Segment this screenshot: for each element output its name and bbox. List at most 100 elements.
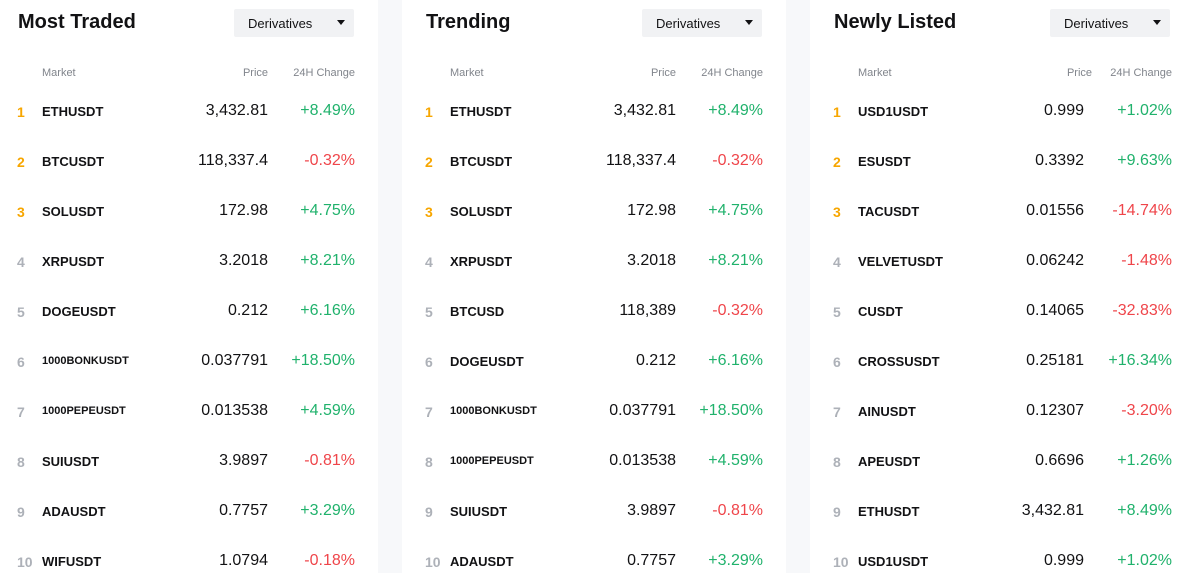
column-price: Price	[650, 67, 676, 79]
rank-number: 5	[833, 304, 841, 320]
market-symbol[interactable]: BTCUSD	[450, 304, 505, 319]
market-row[interactable]: 2 BTCUSDT 118,337.4 -0.32%	[0, 136, 378, 186]
change-24h: +4.59%	[300, 402, 355, 419]
last-price: 0.14065	[1026, 302, 1084, 319]
market-row[interactable]: 2 ESUSDT 0.3392 +9.63%	[810, 136, 1189, 186]
change-24h: +6.16%	[300, 302, 355, 319]
market-symbol[interactable]: ETHUSDT	[450, 104, 512, 119]
market-symbol[interactable]: APEUSDT	[858, 454, 921, 469]
market-row[interactable]: 10 USD1USDT 0.999 +1.02%	[810, 536, 1189, 573]
market-row[interactable]: 5 CUSDT 0.14065 -32.83%	[810, 286, 1189, 336]
market-symbol[interactable]: 1000BONKUSDT	[42, 355, 129, 367]
market-symbol[interactable]: VELVETUSDT	[858, 254, 943, 269]
last-price: 0.7757	[219, 502, 268, 519]
change-24h: +18.50%	[699, 402, 763, 419]
market-symbol[interactable]: ETHUSDT	[42, 104, 104, 119]
table-header: Market Price 24H Change	[0, 67, 378, 81]
change-24h: -0.32%	[712, 302, 763, 319]
market-symbol[interactable]: 1000BONKUSDT	[450, 405, 537, 417]
rank-number: 2	[17, 154, 25, 170]
panel-trending: Trending Derivatives Market Price 24H Ch…	[402, 0, 786, 573]
rank-number: 8	[17, 454, 25, 470]
last-price: 0.037791	[609, 402, 676, 419]
last-price: 172.98	[219, 202, 268, 219]
market-row[interactable]: 10 WIFUSDT 1.0794 -0.18%	[0, 536, 378, 573]
column-market: Market	[858, 67, 892, 79]
last-price: 0.013538	[201, 402, 268, 419]
market-row[interactable]: 1 ETHUSDT 3,432.81 +8.49%	[0, 86, 378, 136]
rank-number: 5	[425, 304, 433, 320]
market-symbol[interactable]: ADAUSDT	[450, 554, 514, 569]
market-row[interactable]: 9 SUIUSDT 3.9897 -0.81%	[402, 486, 786, 536]
market-row[interactable]: 5 DOGEUSDT 0.212 +6.16%	[0, 286, 378, 336]
market-symbol[interactable]: 1000PEPEUSDT	[42, 405, 126, 417]
market-list: 1 ETHUSDT 3,432.81 +8.49% 2 BTCUSDT 118,337.4 -…	[0, 86, 378, 573]
column-market: Market	[42, 67, 76, 79]
market-symbol[interactable]: XRPUSDT	[42, 254, 105, 269]
change-24h: +4.59%	[708, 452, 763, 469]
market-symbol[interactable]: WIFUSDT	[42, 554, 102, 569]
market-symbol[interactable]: BTCUSDT	[42, 154, 105, 169]
market-symbol[interactable]: SUIUSDT	[450, 504, 508, 519]
market-symbol[interactable]: TACUSDT	[858, 204, 920, 219]
last-price: 0.212	[227, 302, 268, 319]
market-symbol[interactable]: AINUSDT	[858, 404, 916, 419]
market-list: 1 ETHUSDT 3,432.81 +8.49% 2 BTCUSDT 118,337.4 -…	[402, 86, 786, 573]
market-symbol[interactable]: SOLUSDT	[42, 204, 105, 219]
change-24h: +3.29%	[708, 552, 763, 569]
market-row[interactable]: 7 AINUSDT 0.12307 -3.20%	[810, 386, 1189, 436]
rank-number: 9	[17, 504, 25, 520]
market-symbol[interactable]: 1000PEPEUSDT	[450, 455, 534, 467]
market-symbol[interactable]: ADAUSDT	[42, 504, 106, 519]
market-row[interactable]: 8 APEUSDT 0.6696 +1.26%	[810, 436, 1189, 486]
market-row[interactable]: 3 TACUSDT 0.01556 -14.74%	[810, 186, 1189, 236]
market-symbol[interactable]: DOGEUSDT	[42, 304, 116, 319]
market-symbol[interactable]: CUSDT	[858, 304, 903, 319]
market-row[interactable]: 7 1000PEPEUSDT 0.013538 +4.59%	[0, 386, 378, 436]
category-dropdown[interactable]: Derivatives	[1050, 9, 1170, 37]
category-dropdown[interactable]: Derivatives	[234, 9, 354, 37]
last-price: 3.2018	[219, 252, 268, 269]
caret-down-icon	[745, 20, 753, 25]
market-row[interactable]: 4 VELVETUSDT 0.06242 -1.48%	[810, 236, 1189, 286]
market-symbol[interactable]: BTCUSDT	[450, 154, 513, 169]
market-row[interactable]: 10 ADAUSDT 0.7757 +3.29%	[402, 536, 786, 573]
rank-number: 10	[833, 554, 849, 570]
market-row[interactable]: 8 SUIUSDT 3.9897 -0.81%	[0, 436, 378, 486]
market-symbol[interactable]: XRPUSDT	[450, 254, 513, 269]
market-symbol[interactable]: SUIUSDT	[42, 454, 100, 469]
market-row[interactable]: 1 USD1USDT 0.999 +1.02%	[810, 86, 1189, 136]
market-symbol[interactable]: ESUSDT	[858, 154, 911, 169]
market-row[interactable]: 9 ETHUSDT 3,432.81 +8.49%	[810, 486, 1189, 536]
change-24h: +1.02%	[1117, 552, 1172, 569]
market-row[interactable]: 6 1000BONKUSDT 0.037791 +18.50%	[0, 336, 378, 386]
market-row[interactable]: 4 XRPUSDT 3.2018 +8.21%	[402, 236, 786, 286]
market-row[interactable]: 4 XRPUSDT 3.2018 +8.21%	[0, 236, 378, 286]
market-symbol[interactable]: ETHUSDT	[858, 504, 920, 519]
market-row[interactable]: 6 CROSSUSDT 0.25181 +16.34%	[810, 336, 1189, 386]
rank-number: 9	[425, 504, 433, 520]
market-symbol[interactable]: DOGEUSDT	[450, 354, 524, 369]
column-change: 24H Change	[293, 67, 355, 79]
market-row[interactable]: 1 ETHUSDT 3,432.81 +8.49%	[402, 86, 786, 136]
market-row[interactable]: 6 DOGEUSDT 0.212 +6.16%	[402, 336, 786, 386]
category-dropdown[interactable]: Derivatives	[642, 9, 762, 37]
market-row[interactable]: 8 1000PEPEUSDT 0.013538 +4.59%	[402, 436, 786, 486]
market-row[interactable]: 5 BTCUSD 118,389 -0.32%	[402, 286, 786, 336]
rank-number: 1	[17, 104, 25, 120]
market-row[interactable]: 7 1000BONKUSDT 0.037791 +18.50%	[402, 386, 786, 436]
change-24h: +8.49%	[708, 102, 763, 119]
market-symbol[interactable]: CROSSUSDT	[858, 354, 940, 369]
market-row[interactable]: 3 SOLUSDT 172.98 +4.75%	[0, 186, 378, 236]
market-symbol[interactable]: USD1USDT	[858, 104, 929, 119]
rank-number: 8	[425, 454, 433, 470]
last-price: 3,432.81	[205, 102, 268, 119]
market-row[interactable]: 3 SOLUSDT 172.98 +4.75%	[402, 186, 786, 236]
change-24h: -0.32%	[712, 152, 763, 169]
market-symbol[interactable]: SOLUSDT	[450, 204, 513, 219]
market-row[interactable]: 2 BTCUSDT 118,337.4 -0.32%	[402, 136, 786, 186]
last-price: 118,389	[619, 302, 676, 319]
rank-number: 3	[17, 204, 25, 220]
market-symbol[interactable]: USD1USDT	[858, 554, 929, 569]
market-row[interactable]: 9 ADAUSDT 0.7757 +3.29%	[0, 486, 378, 536]
